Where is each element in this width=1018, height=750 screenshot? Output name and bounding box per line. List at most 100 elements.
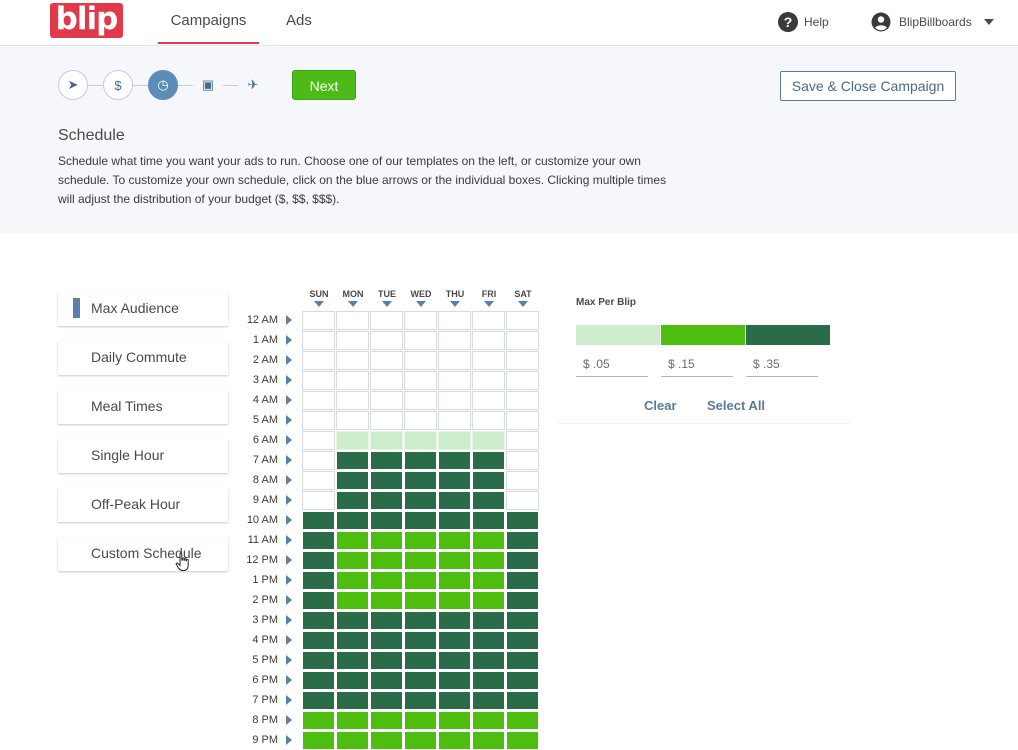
schedule-cell[interactable]	[472, 331, 505, 350]
schedule-cell[interactable]	[336, 711, 369, 730]
schedule-cell[interactable]	[302, 591, 335, 610]
schedule-cell[interactable]	[370, 411, 403, 430]
save-close-campaign-button[interactable]: Save & Close Campaign	[780, 71, 956, 101]
schedule-cell[interactable]	[438, 491, 471, 510]
schedule-cell[interactable]	[370, 511, 403, 530]
schedule-cell[interactable]	[506, 451, 539, 470]
schedule-cell[interactable]	[370, 331, 403, 350]
schedule-cell[interactable]	[506, 431, 539, 450]
clock-icon[interactable]: ◷	[148, 70, 178, 100]
schedule-cell[interactable]	[472, 511, 505, 530]
schedule-cell[interactable]	[472, 551, 505, 570]
schedule-cell[interactable]	[336, 611, 369, 630]
schedule-cell[interactable]	[472, 611, 505, 630]
schedule-cell[interactable]	[302, 331, 335, 350]
schedule-cell[interactable]	[336, 511, 369, 530]
schedule-cell[interactable]	[370, 471, 403, 490]
clear-button[interactable]: Clear	[644, 398, 677, 413]
schedule-cell[interactable]	[472, 471, 505, 490]
schedule-cell[interactable]	[438, 691, 471, 710]
schedule-cell[interactable]	[302, 571, 335, 590]
caret-down-icon[interactable]	[416, 301, 426, 307]
select-all-button[interactable]: Select All	[707, 398, 766, 413]
schedule-cell[interactable]	[404, 511, 437, 530]
schedule-cell[interactable]	[506, 351, 539, 370]
schedule-cell[interactable]	[336, 631, 369, 650]
schedule-cell[interactable]	[370, 351, 403, 370]
schedule-cell[interactable]	[302, 431, 335, 450]
schedule-cell[interactable]	[336, 391, 369, 410]
schedule-cell[interactable]	[370, 391, 403, 410]
blip-logo[interactable]: blip	[50, 3, 123, 38]
schedule-cell[interactable]	[336, 351, 369, 370]
schedule-cell[interactable]	[472, 431, 505, 450]
schedule-cell[interactable]	[404, 391, 437, 410]
day-header-sat[interactable]: SAT	[506, 289, 540, 307]
schedule-cell[interactable]	[506, 491, 539, 510]
schedule-cell[interactable]	[336, 451, 369, 470]
schedule-cell[interactable]	[438, 391, 471, 410]
day-header-thu[interactable]: THU	[438, 289, 472, 307]
schedule-cell[interactable]	[302, 551, 335, 570]
schedule-cell[interactable]	[438, 431, 471, 450]
schedule-cell[interactable]	[438, 311, 471, 330]
schedule-cell[interactable]	[438, 611, 471, 630]
caret-down-icon[interactable]	[450, 301, 460, 307]
schedule-cell[interactable]	[438, 471, 471, 490]
schedule-cell[interactable]	[506, 691, 539, 710]
schedule-cell[interactable]	[370, 671, 403, 690]
schedule-cell[interactable]	[302, 351, 335, 370]
schedule-cell[interactable]	[336, 311, 369, 330]
caret-right-icon[interactable]	[286, 555, 292, 565]
schedule-cell[interactable]	[438, 371, 471, 390]
schedule-cell[interactable]	[302, 391, 335, 410]
day-header-wed[interactable]: WED	[404, 289, 438, 307]
caret-right-icon[interactable]	[286, 615, 292, 625]
schedule-cell[interactable]	[302, 471, 335, 490]
schedule-cell[interactable]	[302, 451, 335, 470]
schedule-cell[interactable]	[302, 531, 335, 550]
schedule-cell[interactable]	[302, 511, 335, 530]
schedule-cell[interactable]	[438, 591, 471, 610]
account-menu[interactable]: BlipBillboards	[871, 11, 994, 33]
schedule-cell[interactable]	[506, 411, 539, 430]
schedule-cell[interactable]	[506, 511, 539, 530]
schedule-cell[interactable]	[370, 691, 403, 710]
caret-down-icon[interactable]	[518, 301, 528, 307]
schedule-cell[interactable]	[370, 531, 403, 550]
schedule-cell[interactable]	[302, 671, 335, 690]
schedule-cell[interactable]	[370, 611, 403, 630]
caret-down-icon[interactable]	[382, 301, 392, 307]
schedule-cell[interactable]	[302, 691, 335, 710]
schedule-cell[interactable]	[506, 471, 539, 490]
day-header-sun[interactable]: SUN	[302, 289, 336, 307]
schedule-cell[interactable]	[370, 571, 403, 590]
day-header-tue[interactable]: TUE	[370, 289, 404, 307]
price-field-medium[interactable]: $ .15	[661, 357, 733, 377]
schedule-cell[interactable]	[506, 391, 539, 410]
caret-right-icon[interactable]	[286, 335, 292, 345]
schedule-cell[interactable]	[302, 651, 335, 670]
caret-right-icon[interactable]	[286, 695, 292, 705]
caret-right-icon[interactable]	[286, 355, 292, 365]
schedule-cell[interactable]	[472, 491, 505, 510]
schedule-cell[interactable]	[404, 331, 437, 350]
plane-icon[interactable]: ✈	[247, 77, 259, 92]
schedule-cell[interactable]	[438, 511, 471, 530]
schedule-cell[interactable]	[404, 591, 437, 610]
schedule-cell[interactable]	[472, 731, 505, 750]
schedule-cell[interactable]	[506, 531, 539, 550]
template-off-peak-hour[interactable]: Off-Peak Hour	[58, 488, 228, 522]
image-icon[interactable]: ▣	[201, 77, 215, 92]
schedule-cell[interactable]	[404, 711, 437, 730]
schedule-cell[interactable]	[404, 371, 437, 390]
schedule-cell[interactable]	[404, 611, 437, 630]
schedule-cell[interactable]	[370, 711, 403, 730]
schedule-cell[interactable]	[404, 451, 437, 470]
caret-down-icon[interactable]	[314, 301, 324, 307]
schedule-cell[interactable]	[336, 491, 369, 510]
caret-right-icon[interactable]	[286, 655, 292, 665]
schedule-cell[interactable]	[302, 711, 335, 730]
schedule-cell[interactable]	[302, 631, 335, 650]
schedule-cell[interactable]	[506, 711, 539, 730]
